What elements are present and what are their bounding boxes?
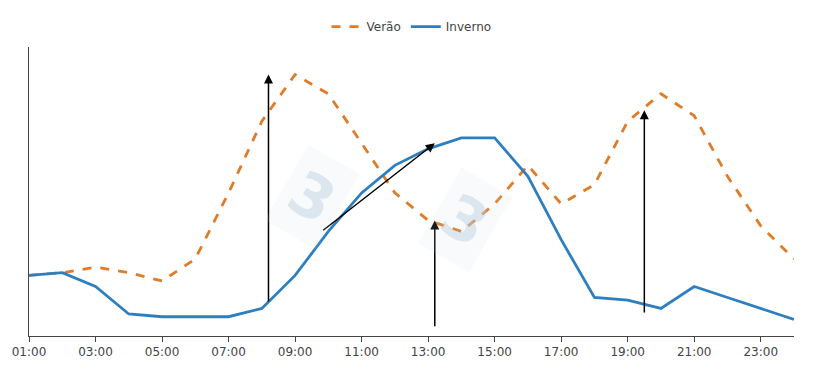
svg-text:07:00: 07:00 [211, 345, 246, 359]
svg-text:09:00: 09:00 [278, 345, 313, 359]
svg-text:Inverno: Inverno [446, 20, 491, 34]
svg-text:17:00: 17:00 [544, 345, 579, 359]
svg-text:05:00: 05:00 [145, 345, 180, 359]
svg-text:3: 3 [430, 179, 501, 260]
svg-text:19:00: 19:00 [610, 345, 645, 359]
svg-text:21:00: 21:00 [677, 345, 712, 359]
svg-text:03:00: 03:00 [78, 345, 113, 359]
svg-text:23:00: 23:00 [743, 345, 778, 359]
svg-text:15:00: 15:00 [477, 345, 512, 359]
svg-text:11:00: 11:00 [344, 345, 379, 359]
svg-text:01:00: 01:00 [12, 345, 47, 359]
svg-text:13:00: 13:00 [411, 345, 446, 359]
svg-text:Verão: Verão [367, 20, 401, 34]
svg-text:3: 3 [276, 156, 347, 237]
